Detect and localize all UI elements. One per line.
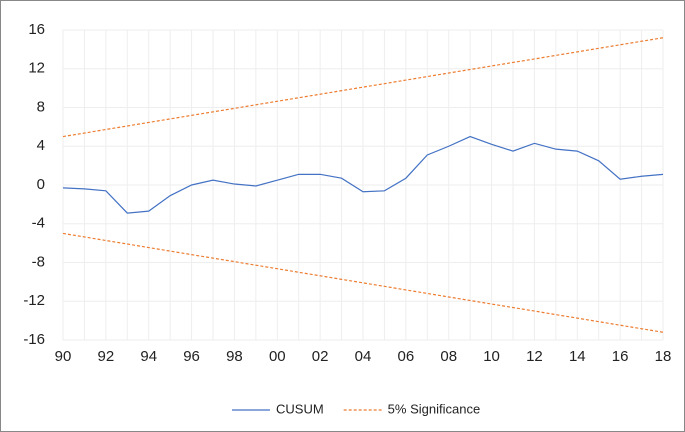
x-tick-label: 96 xyxy=(183,348,200,365)
series-line xyxy=(62,37,664,138)
y-tick-label: -12 xyxy=(23,292,45,309)
x-tick-label: 94 xyxy=(140,348,157,365)
legend-label: 5% Significance xyxy=(388,401,481,416)
x-tick-label: 12 xyxy=(526,348,543,365)
series-line xyxy=(62,232,664,333)
x-tick-label: 10 xyxy=(483,348,500,365)
x-tick-label: 14 xyxy=(569,348,586,365)
series-line xyxy=(62,135,664,214)
y-tick-label: -8 xyxy=(32,253,45,270)
x-tick-label: 04 xyxy=(355,348,372,365)
x-tick-label: 90 xyxy=(55,348,72,365)
y-tick-label: -4 xyxy=(32,215,45,232)
x-tick-label: 06 xyxy=(398,348,415,365)
x-tick-label: 00 xyxy=(269,348,286,365)
y-tick-label: 4 xyxy=(37,137,45,154)
x-tick-label: 16 xyxy=(612,348,629,365)
y-tick-label: 12 xyxy=(28,60,45,77)
y-tick-label: 0 xyxy=(37,176,45,193)
x-tick-label: 02 xyxy=(312,348,329,365)
x-tick-label: 98 xyxy=(226,348,243,365)
x-tick-label: 08 xyxy=(440,348,457,365)
y-tick-label: -16 xyxy=(23,331,45,348)
y-tick-label: 8 xyxy=(37,98,45,115)
x-tick-label: 92 xyxy=(98,348,115,365)
y-tick-label: 16 xyxy=(28,21,45,38)
x-tick-label: 18 xyxy=(655,348,672,365)
legend-label: CUSUM xyxy=(276,401,324,416)
